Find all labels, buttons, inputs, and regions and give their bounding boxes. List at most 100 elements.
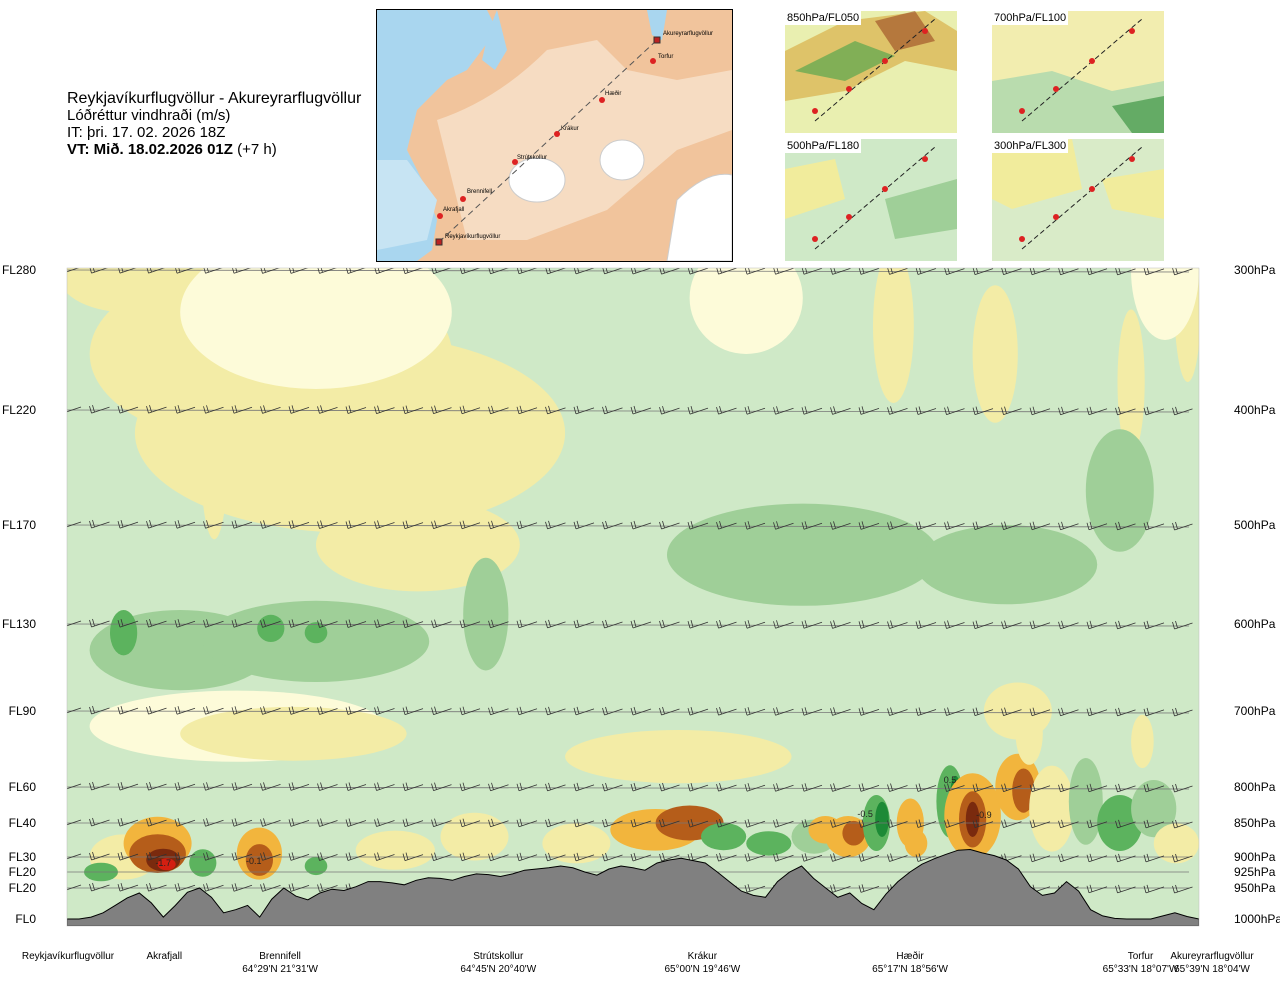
wind-barb <box>1172 406 1193 416</box>
contour-blob-35 <box>355 830 435 870</box>
waypoint-name: Akrafjall <box>146 951 183 962</box>
wind-barb <box>1001 521 1022 530</box>
wind-barb <box>687 782 709 792</box>
wind-barb <box>174 619 196 628</box>
level-panel-700[interactable]: 700hPa/FL100 <box>992 11 1164 133</box>
wind-barb <box>1086 406 1108 416</box>
wind-barb <box>402 520 424 529</box>
waypoint-coord: 64°45'N 20°40'W <box>460 964 537 975</box>
wind-barb <box>858 884 880 893</box>
wind-barb <box>516 268 538 275</box>
contour-blob-33 <box>245 844 273 876</box>
fl-label: FL40 <box>8 816 36 830</box>
wind-barb <box>374 852 395 861</box>
waypoint-name: Krákur <box>687 951 718 962</box>
waypoint-name: Torfur <box>1127 951 1154 962</box>
wind-barb <box>1172 521 1193 531</box>
wind-barb <box>67 783 82 790</box>
wind-barb <box>345 405 367 414</box>
map-akrafjall-marker <box>437 213 443 219</box>
wind-barb <box>1058 819 1079 829</box>
wind-barb <box>288 706 310 715</box>
fl-label: FL220 <box>1 403 36 417</box>
wind-barb <box>231 818 253 827</box>
wind-barb <box>117 404 139 414</box>
wind-barb <box>1029 620 1051 630</box>
wind-barb <box>402 405 424 414</box>
wind-barb <box>317 268 337 274</box>
level-panel-850[interactable]: 850hPa/FL050 <box>785 11 957 133</box>
wind-barb <box>1115 620 1136 630</box>
wind-barb <box>1029 819 1051 829</box>
level-panel-300[interactable]: 300hPa/FL300 <box>992 139 1164 261</box>
wind-barb <box>431 619 452 628</box>
contour-blob-18 <box>667 503 939 606</box>
level-panel-500[interactable]: 500hPa/FL180 <box>785 139 957 261</box>
wind-barb <box>516 520 538 530</box>
wind-barb <box>459 268 481 275</box>
wind-barb <box>915 853 937 862</box>
contour-blob-20 <box>1085 429 1154 552</box>
wind-barb <box>887 707 908 716</box>
wind-barb <box>345 619 367 628</box>
wind-barb <box>402 706 424 715</box>
wind-barb <box>1115 707 1136 717</box>
wind-barb <box>716 818 737 828</box>
pressure-label: 400hPa <box>1234 403 1276 417</box>
wind-barb <box>431 818 452 827</box>
wind-barb <box>659 818 680 828</box>
wind-barb <box>345 852 367 861</box>
wind-barb <box>488 520 509 530</box>
contour-blob-63 <box>1131 714 1154 769</box>
waypoint-label: Brennifell 64°29'N 21°31'W <box>242 950 318 976</box>
fl-label: FL90 <box>8 704 36 718</box>
waypoint-label: Krákur 65°00'N 19°46'W <box>664 950 740 976</box>
wind-barb <box>203 883 224 892</box>
wind-barb <box>944 707 965 716</box>
wind-barb <box>773 707 794 716</box>
wind-barb <box>146 781 167 791</box>
wind-barb <box>260 619 281 628</box>
wind-barb <box>174 706 196 715</box>
wind-barb <box>67 853 82 860</box>
wind-barb <box>488 619 509 629</box>
wind-barb <box>231 619 253 628</box>
wind-barb <box>972 521 994 530</box>
wind-barb <box>260 883 281 892</box>
waypoint-label: Reykjavíkurflugvöllur <box>22 950 114 963</box>
wind-barb <box>459 818 481 828</box>
wind-barb <box>232 268 252 274</box>
wind-barb <box>117 705 139 715</box>
wind-barb <box>1172 819 1193 829</box>
panel-label: 300hPa/FL300 <box>992 139 1069 153</box>
wind-barb <box>374 268 395 274</box>
map-label-akrafjall: Akrafjall <box>443 207 464 213</box>
wind-barb <box>602 782 623 792</box>
wind-barb <box>801 783 823 792</box>
wind-barb <box>573 405 595 415</box>
contour-blob-6 <box>689 268 803 354</box>
panel-map <box>785 139 957 261</box>
wind-barb <box>459 619 481 629</box>
contour-blob-40 <box>701 823 747 851</box>
wind-barb <box>602 852 623 862</box>
wind-barb <box>67 521 82 528</box>
panel-label: 850hPa/FL050 <box>785 11 862 25</box>
wind-barb <box>231 852 253 861</box>
fjord-area <box>482 10 507 70</box>
fl-label: FL0 <box>15 912 36 926</box>
wind-barb <box>174 782 196 791</box>
wind-barb <box>288 852 310 861</box>
wind-barb <box>317 782 338 791</box>
wind-barb <box>1001 819 1022 828</box>
wind-barb <box>545 706 566 716</box>
waypoint-label: Strútskollur 64°45'N 20°40'W <box>460 950 536 976</box>
panel-map <box>992 139 1164 261</box>
value-annotation: -1.7 <box>155 858 171 868</box>
waypoint-coord: 64°29'N 21°31'W <box>242 964 318 975</box>
waypoint-coord: 65°39'N 18°04'W <box>1174 964 1250 975</box>
contour-blob-19 <box>916 525 1098 605</box>
map-label-torfur: Torfur <box>658 54 673 60</box>
contour-blob-4 <box>200 372 228 540</box>
